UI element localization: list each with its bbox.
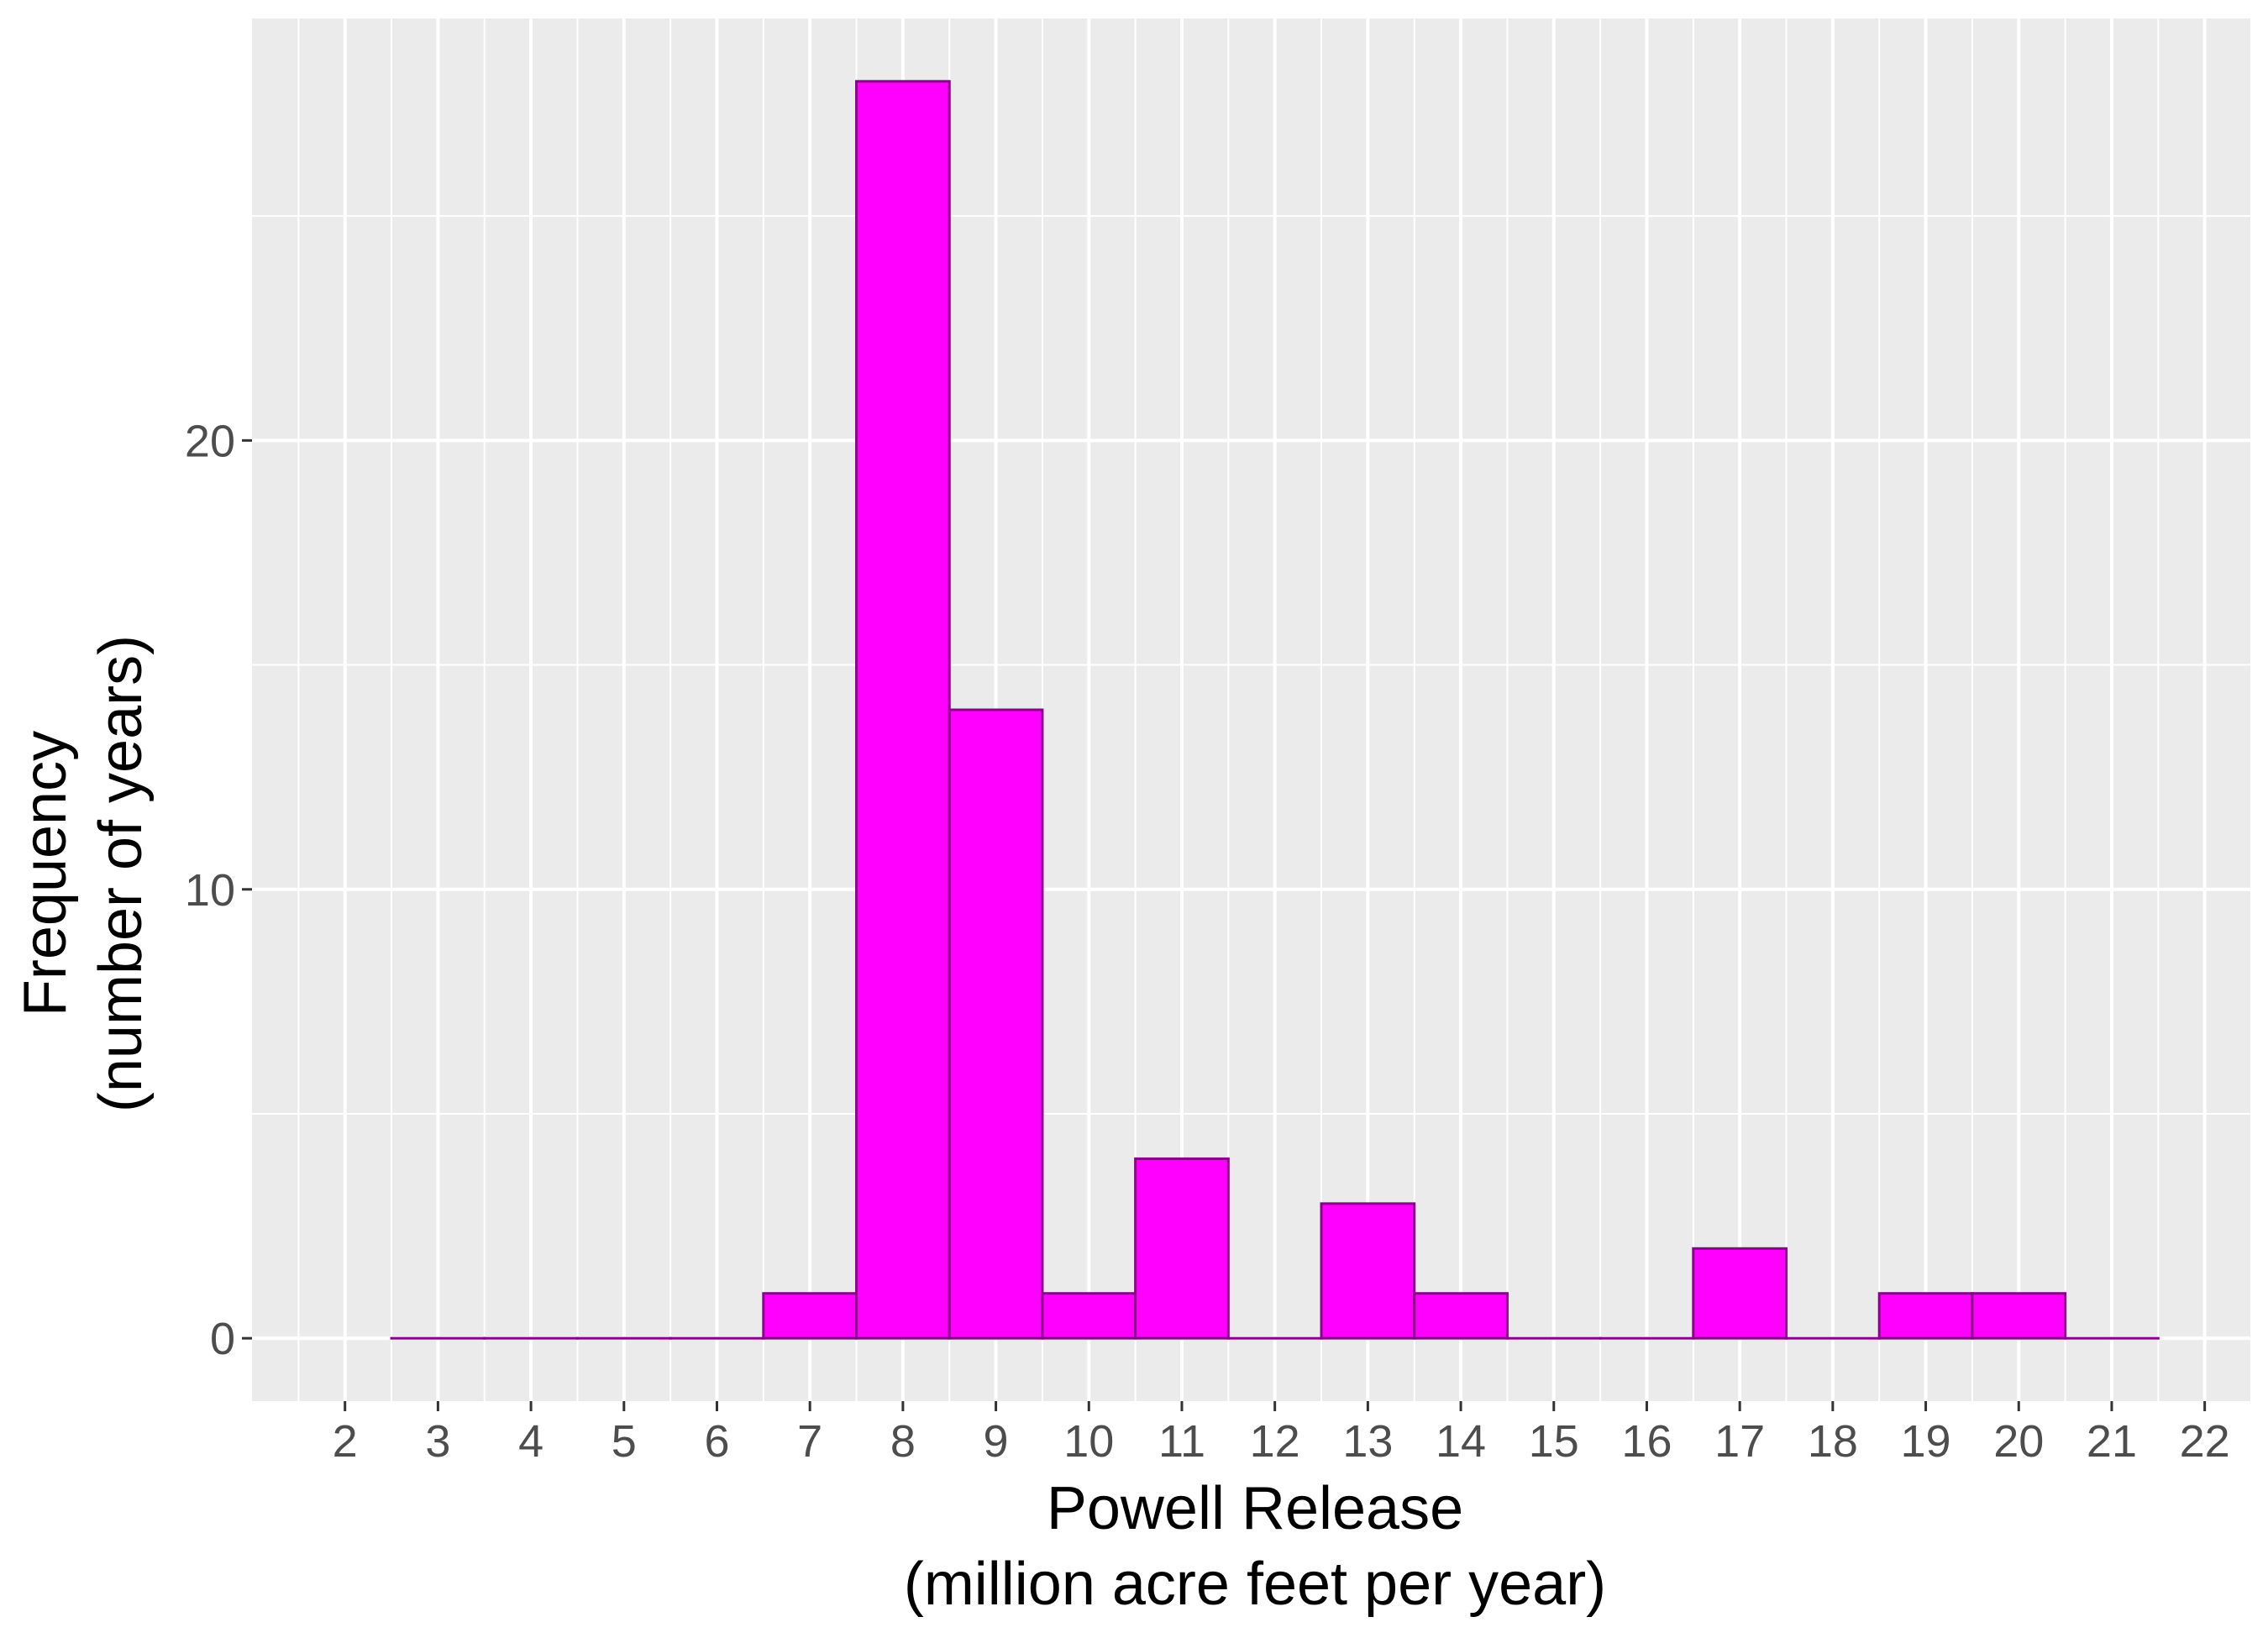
x-tick-label: 20 — [1993, 1416, 2044, 1467]
minor-gridlines — [252, 18, 2252, 1401]
x-tick-label: 11 — [1158, 1416, 1205, 1467]
histogram-bar — [1413, 1292, 1509, 1340]
histogram-bar — [1041, 1292, 1137, 1340]
x-tick-label: 18 — [1808, 1416, 1858, 1467]
x-tick-label: 13 — [1342, 1416, 1393, 1467]
x-tick-label: 12 — [1250, 1416, 1300, 1467]
x-tick-label: 14 — [1436, 1416, 1486, 1467]
histogram-bar — [1971, 1292, 2067, 1340]
x-tick-label: 9 — [984, 1416, 1009, 1467]
x-tick-label: 16 — [1621, 1416, 1672, 1467]
x-tick-label: 10 — [1063, 1416, 1114, 1467]
x-tick-label: 2 — [333, 1416, 358, 1467]
histogram-bar — [1877, 1292, 1974, 1340]
x-tick-label: 17 — [1714, 1416, 1765, 1467]
histogram-bar — [1692, 1247, 1788, 1340]
histogram-bar — [1320, 1202, 1416, 1340]
y-tick-label: 20 — [185, 416, 235, 466]
histogram-bars — [390, 80, 2160, 1340]
x-tick-label: 8 — [890, 1416, 916, 1467]
plot-panel — [252, 18, 2251, 1401]
x-tick-label: 19 — [1901, 1416, 1951, 1467]
histogram-bar — [762, 1292, 858, 1340]
x-tick-label: 21 — [2087, 1416, 2137, 1467]
y-axis-title-line1: Frequency — [12, 731, 79, 1016]
x-axis-title-line2: (million acre feet per year) — [904, 1551, 1606, 1618]
y-tick-label: 10 — [185, 865, 235, 916]
histogram-bar — [1134, 1157, 1230, 1340]
x-tick-label: 4 — [518, 1416, 543, 1467]
x-tick-label: 15 — [1529, 1416, 1579, 1467]
x-tick-label: 5 — [612, 1416, 637, 1467]
y-tick-label: 0 — [210, 1314, 235, 1364]
x-tick-label: 6 — [704, 1416, 729, 1467]
histogram-bar — [948, 708, 1044, 1340]
y-axis-title-line2: (number of years) — [87, 635, 155, 1112]
x-tick-label: 22 — [2180, 1416, 2230, 1467]
x-tick-label: 3 — [425, 1416, 450, 1467]
y-axis-ticks: 0 10 20 — [185, 416, 252, 1364]
x-axis-title-line1: Powell Release — [1047, 1475, 1463, 1542]
x-axis-ticks: 2 3 4 5 6 7 8 9 10 11 12 13 14 15 16 17 18 19 20 21 22 — [333, 1401, 2230, 1467]
x-tick-label: 7 — [797, 1416, 822, 1467]
histogram-bar — [855, 80, 951, 1340]
